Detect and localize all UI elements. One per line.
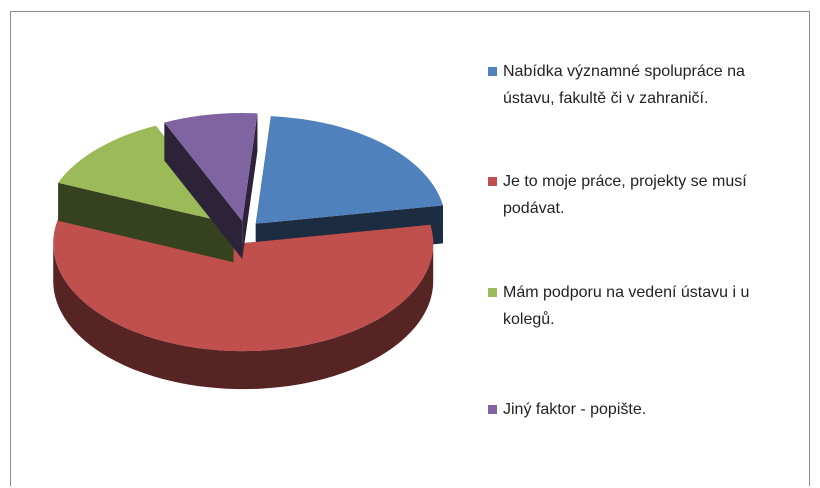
slice-cut-face [58,182,234,263]
legend-item: Nabídka významné spolupráce na ústavu, f… [488,58,798,112]
slice-top [164,112,258,221]
slice-wall [53,243,434,390]
chart [53,112,444,390]
legend-swatch [488,67,497,76]
slice-top [58,125,234,225]
legend-item: Mám podporu na vedení ústavu i u kolegů. [488,279,798,333]
slice-cut-face [164,122,243,259]
legend-label: Nabídka významné spolupráce na ústavu, f… [503,63,745,107]
slice-cut-face [242,113,258,259]
legend-item: Jiný faktor - popište. [488,396,798,423]
legend-swatch [488,405,497,414]
legend-label: Je to moje práce, projekty se musí podáv… [503,173,747,217]
legend-label: Mám podporu na vedení ústavu i u kolegů. [503,284,750,328]
slice-top [255,116,444,224]
legend-label: Jiný faktor - popište. [503,401,647,418]
legend-swatch [488,177,497,186]
legend-swatch [488,288,497,297]
legend-item: Je to moje práce, projekty se musí podáv… [488,168,798,222]
pie-slice [164,112,258,259]
chart-frame [10,11,810,486]
